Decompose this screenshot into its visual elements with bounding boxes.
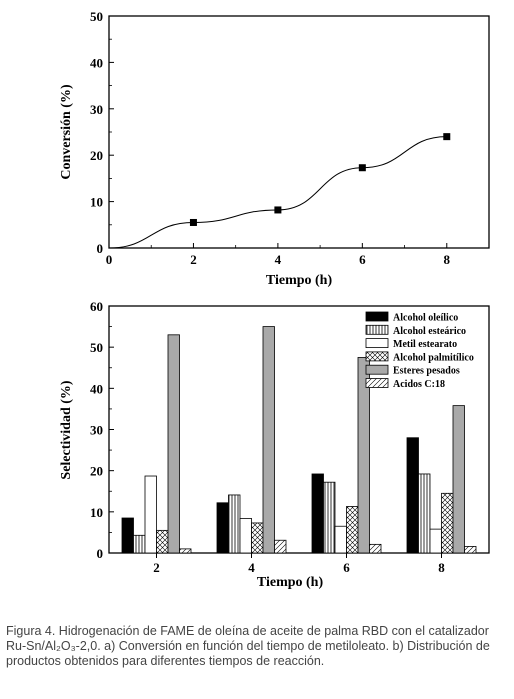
legend-swatch [365, 378, 389, 388]
chart-b-ytick-label: 20 [90, 464, 103, 479]
chart-b-bar [167, 334, 180, 554]
chart-a-ytick-label: 0 [97, 241, 104, 256]
chart-b-bar [406, 437, 419, 554]
chart-b-xtick-label: 2 [153, 560, 160, 575]
chart-a-ticks: 0 10 20 30 40 50 0 2 4 6 8 [90, 9, 451, 267]
chart-a-markers [189, 133, 451, 226]
chart-b-ticks: 0 10 20 30 40 50 60 2 4 6 8 [90, 299, 445, 575]
legend-swatch [365, 364, 389, 375]
legend-label: Esteres pesados [393, 366, 460, 377]
chart-b-bar [156, 529, 169, 554]
chart-a-xlabel: Tiempo (h) [266, 273, 333, 288]
chart-b-bar [133, 534, 146, 554]
chart-a-series-line [108, 136, 447, 249]
legend-label: Metil estearato [393, 339, 457, 350]
chart-a-xtick-label: 6 [359, 252, 366, 267]
chart-b-bar [239, 518, 252, 554]
chart-b-ytick-label: 60 [90, 299, 103, 314]
legend-swatch [365, 351, 389, 362]
chart-a-ylabel: Conversión (%) [59, 84, 74, 180]
chart-a-frame [108, 15, 490, 249]
chart-a: 0 10 20 30 40 50 0 2 4 6 8 Tiempo (h) Conversión (… [59, 9, 490, 288]
chart-b-bars [121, 326, 477, 554]
legend-label: Alcohol esteárico [393, 326, 466, 337]
chart-a-xtick-label: 8 [444, 252, 451, 267]
chart-b-bar [441, 492, 454, 554]
chart-b-ylabel: Selectividad (%) [59, 380, 74, 479]
chart-b-ytick-label: 40 [90, 381, 103, 396]
chart-b-bar [311, 473, 324, 554]
chart-b-bar [429, 528, 442, 554]
chart-b-ytick-label: 10 [90, 505, 103, 520]
chart-a-point [189, 218, 197, 226]
chart-a-point [274, 206, 282, 214]
chart-a-ytick-label: 20 [90, 148, 103, 163]
chart-b-bar [262, 326, 275, 554]
chart-b-bar [369, 543, 382, 554]
chart-b-xtick-label: 6 [343, 560, 350, 575]
legend-label: Acidos C:18 [393, 379, 445, 390]
chart-a-xtick-label: 2 [190, 252, 197, 267]
chart-b-bar [418, 473, 431, 554]
chart-b-ytick-label: 50 [90, 340, 103, 355]
chart-a-ytick-label: 40 [90, 55, 103, 70]
chart-b-bar [357, 357, 370, 554]
chart-a-point [358, 164, 366, 172]
chart-b-xtick-label: 8 [438, 560, 445, 575]
chart-a-ytick-label: 10 [90, 195, 103, 210]
chart-b-bar [121, 517, 134, 554]
chart-b-bar [144, 475, 157, 554]
chart-a-point [443, 133, 451, 141]
chart-b-bar [179, 548, 192, 554]
chart-b-bar [452, 405, 465, 554]
chart-a-ytick-label: 50 [90, 9, 103, 24]
chart-b-bar [274, 539, 287, 554]
legend-label: Alcohol palmitílico [393, 352, 474, 363]
figure-caption: Figura 4. Hidrogenación de FAME de oleín… [6, 624, 490, 668]
chart-b-bar [323, 481, 336, 554]
chart-b-bar [216, 502, 229, 554]
chart-b-bar [346, 506, 359, 554]
legend-swatch [365, 338, 389, 349]
legend-swatch [365, 311, 389, 322]
legend-label: Alcohol oleílico [393, 313, 458, 324]
chart-b-xlabel: Tiempo (h) [257, 575, 324, 590]
chart-b-ytick-label: 0 [97, 546, 104, 561]
chart-a-xtick-label: 4 [275, 252, 282, 267]
chart-b-bar [251, 522, 264, 554]
chart-b-ytick-label: 30 [90, 423, 103, 438]
chart-a-ytick-label: 30 [90, 102, 103, 117]
legend-swatch [365, 324, 389, 335]
chart-a-xtick-label: 0 [106, 252, 113, 267]
chart-b-xtick-label: 4 [248, 560, 255, 575]
chart-b-bar [334, 525, 347, 554]
chart-b-bar [228, 494, 241, 554]
chart-b-legend: Alcohol oleílico Alcohol esteárico Metil e… [365, 311, 474, 390]
chart-b-bar [464, 546, 477, 554]
